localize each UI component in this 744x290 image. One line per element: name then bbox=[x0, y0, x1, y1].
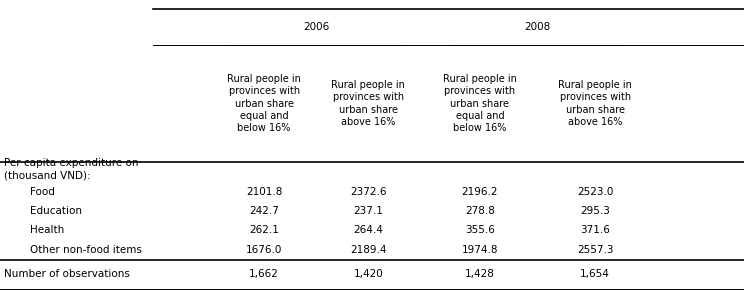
Text: Number of observations: Number of observations bbox=[4, 269, 129, 279]
Text: Education: Education bbox=[30, 206, 82, 216]
Text: 264.4: 264.4 bbox=[353, 225, 383, 235]
Text: 1,428: 1,428 bbox=[465, 269, 495, 279]
Text: 1,662: 1,662 bbox=[249, 269, 279, 279]
Text: Other non-food items: Other non-food items bbox=[30, 245, 141, 255]
Text: 2189.4: 2189.4 bbox=[350, 245, 387, 255]
Text: 1,654: 1,654 bbox=[580, 269, 610, 279]
Text: 262.1: 262.1 bbox=[249, 225, 279, 235]
Text: 237.1: 237.1 bbox=[353, 206, 383, 216]
Text: 2523.0: 2523.0 bbox=[577, 186, 613, 197]
Text: Food: Food bbox=[30, 186, 54, 197]
Text: Rural people in
provinces with
urban share
above 16%: Rural people in provinces with urban sha… bbox=[331, 80, 405, 127]
Text: Rural people in
provinces with
urban share
equal and
below 16%: Rural people in provinces with urban sha… bbox=[443, 74, 517, 133]
Text: 355.6: 355.6 bbox=[465, 225, 495, 235]
Text: Rural people in
provinces with
urban share
above 16%: Rural people in provinces with urban sha… bbox=[558, 80, 632, 127]
Text: 2008: 2008 bbox=[525, 22, 551, 32]
Text: 242.7: 242.7 bbox=[249, 206, 279, 216]
Text: 2372.6: 2372.6 bbox=[350, 186, 387, 197]
Text: 2006: 2006 bbox=[303, 22, 330, 32]
Text: 371.6: 371.6 bbox=[580, 225, 610, 235]
Text: 1974.8: 1974.8 bbox=[461, 245, 498, 255]
Text: Rural people in
provinces with
urban share
equal and
below 16%: Rural people in provinces with urban sha… bbox=[227, 74, 301, 133]
Text: 278.8: 278.8 bbox=[465, 206, 495, 216]
Text: 1,420: 1,420 bbox=[353, 269, 383, 279]
Text: 2196.2: 2196.2 bbox=[461, 186, 498, 197]
Text: Health: Health bbox=[30, 225, 64, 235]
Text: 295.3: 295.3 bbox=[580, 206, 610, 216]
Text: 2557.3: 2557.3 bbox=[577, 245, 614, 255]
Text: Per capita expenditure on
(thousand VND):: Per capita expenditure on (thousand VND)… bbox=[4, 158, 138, 180]
Text: 1676.0: 1676.0 bbox=[246, 245, 282, 255]
Text: 2101.8: 2101.8 bbox=[246, 186, 282, 197]
